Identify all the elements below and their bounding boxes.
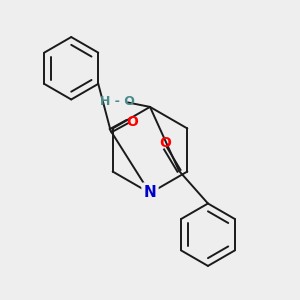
Text: N: N (144, 185, 156, 200)
Text: O: O (126, 115, 138, 129)
Text: H - O: H - O (100, 95, 135, 108)
Text: O: O (160, 136, 172, 150)
